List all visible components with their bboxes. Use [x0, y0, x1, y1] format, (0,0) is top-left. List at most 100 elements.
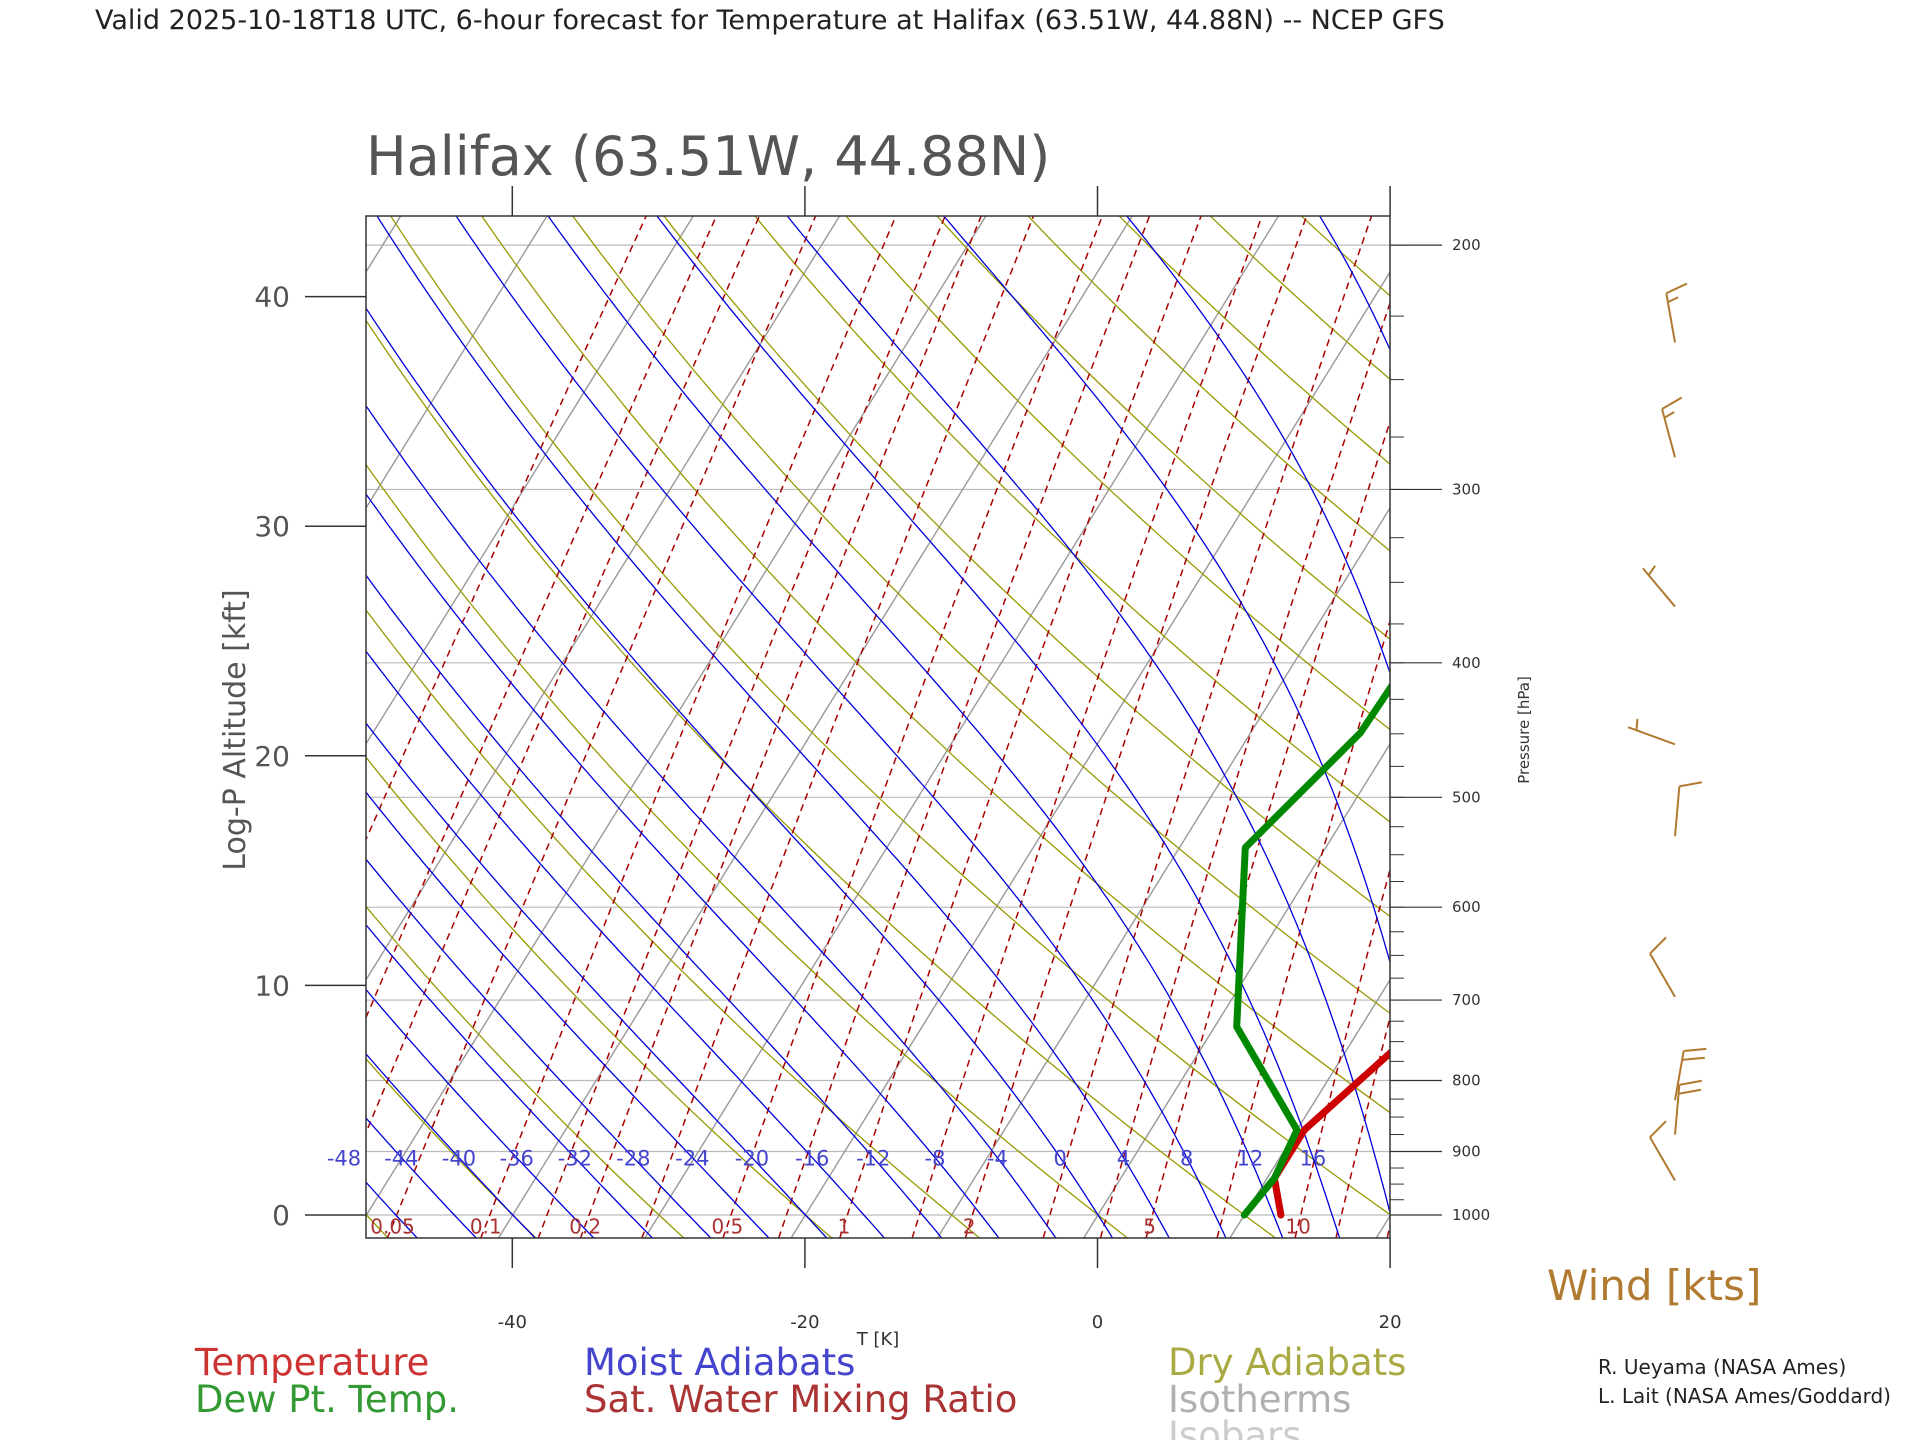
dry-adiabat-line: [366, 1213, 389, 1238]
chart-title: Valid 2025-10-18T18 UTC, 6-hour forecast…: [95, 5, 1445, 36]
isotherm-line: [1375, 1214, 1390, 1238]
x-axis-label: T [K]: [856, 1329, 900, 1350]
y-axis-label: Log-P Altitude [kft]: [218, 589, 253, 870]
mixing-ratio-line: [839, 216, 1202, 1238]
moist-adiabat-label: -32: [558, 1147, 592, 1171]
isotherm-line: [1229, 978, 1390, 1238]
mixing-ratio-line: [579, 216, 982, 1238]
moist-adiabat-line: [366, 988, 595, 1238]
moist-adiabat-label: -4: [987, 1147, 1008, 1171]
moist-adiabat-line: [366, 650, 886, 1238]
x-tick-label: -20: [790, 1312, 819, 1333]
mixing-ratio-line: [641, 216, 1035, 1238]
wind-barb: [1649, 936, 1676, 998]
mixing-ratio-line: [1145, 419, 1390, 1238]
legend-dewpoint: Dew Pt. Temp.: [195, 1378, 459, 1421]
dry-adiabat-line: [663, 216, 1390, 918]
mixing-ratio-line: [479, 216, 897, 1238]
inner-labels: -48 -44 -40 -36 -32 -28 -24 -20 -16 -12 -8 -4 0 4 8 12 1…: [327, 1147, 1326, 1239]
moist-adiabat-line: [376, 216, 1170, 1238]
pressure-tick-label: 400: [1452, 654, 1481, 672]
moist-adiabat-label: -12: [856, 1147, 890, 1171]
mixing-ratio-line: [1621, 182, 1859, 1261]
moist-adiabat-line: [786, 216, 1390, 1216]
pressure-tick-label: 700: [1452, 991, 1481, 1009]
dry-adiabat-line: [389, 216, 1390, 1216]
mixing-ratio-line: [1216, 618, 1390, 1238]
wind-barb: [1649, 1120, 1676, 1182]
dry-adiabat-line: [1027, 216, 1390, 552]
dry-adiabat-line: [1623, 182, 1920, 1261]
dry-adiabat-line: [366, 319, 1277, 1238]
moist-adiabat-label: 8: [1180, 1147, 1193, 1171]
wind-barb: [1674, 1079, 1702, 1135]
dry-adiabat-line: [1118, 216, 1390, 465]
legend-temperature: Temperature: [194, 1341, 429, 1384]
isotherm-line: [1082, 742, 1390, 1238]
dry-adiabat-line: [845, 216, 1390, 731]
y-tick-label: 30: [254, 510, 290, 543]
mixing-ratio-label: 0.5: [711, 1214, 743, 1238]
y-tick-label: 0: [272, 1199, 290, 1232]
wind-barb: [1661, 396, 1683, 458]
pressure-tick-label: 900: [1452, 1143, 1481, 1161]
isotherm-line: [366, 216, 548, 510]
legend-isobars: Isobars: [1168, 1414, 1301, 1440]
pressure-tick-label: 200: [1452, 236, 1481, 254]
moist-adiabat-line: [547, 216, 1284, 1238]
mixing-ratio-line: [366, 216, 718, 1020]
moist-adiabat-label: -40: [442, 1147, 476, 1171]
wind-barb: [1674, 1047, 1707, 1101]
mixing-ratio-label: 0.05: [370, 1214, 415, 1238]
dry-adiabat-line: [754, 216, 1390, 823]
legend-dry-adiabats: Dry Adiabats: [1168, 1341, 1406, 1384]
moist-adiabat-label: -44: [384, 1147, 418, 1171]
legend-moist-adiabats: Moist Adiabats: [584, 1341, 855, 1384]
mixing-ratio-line: [386, 216, 817, 1238]
moist-adiabat-line: [455, 216, 1227, 1238]
credit-1: R. Ueyama (NASA Ames): [1598, 1355, 1846, 1379]
wind-barbs: [1627, 282, 1707, 1182]
isotherm-line: [0, 182, 129, 1261]
moist-adiabat-line: [366, 858, 712, 1238]
isotherm-line: [790, 270, 1390, 1238]
isotherm-line: [366, 216, 987, 1218]
dry-adiabat-line: [480, 216, 1390, 1114]
moist-adiabat-line: [366, 307, 1114, 1238]
plot-frame: [365, 215, 1391, 1239]
isotherm-line: [497, 216, 1134, 1238]
pressure-tick-label: 1000: [1452, 1206, 1490, 1224]
mixing-ratio-label: 1: [838, 1214, 851, 1238]
pressure-tick-label: 500: [1452, 788, 1481, 806]
pressure-tick-label: 800: [1452, 1072, 1481, 1090]
mixing-ratio-line: [366, 216, 647, 842]
credit-2: L. Lait (NASA Ames/Goddard): [1598, 1384, 1891, 1408]
mixing-ratio-label: 10: [1285, 1214, 1310, 1238]
moist-adiabat-label: 12: [1237, 1147, 1264, 1171]
moist-adiabat-label: 0: [1054, 1147, 1067, 1171]
isotherm-line: [366, 216, 402, 274]
moist-adiabat-line: [942, 216, 1390, 965]
moist-adiabat-line: [366, 574, 943, 1238]
moist-adiabat-label: -20: [735, 1147, 769, 1171]
moist-adiabat-line: [366, 923, 654, 1238]
moist-adiabat-label: -48: [327, 1147, 361, 1171]
wind-barb: [1674, 781, 1702, 837]
mixing-ratio-label: 5: [1143, 1214, 1156, 1238]
mixing-ratio-label: 2: [963, 1214, 976, 1238]
isotherm-line: [936, 506, 1390, 1238]
legend-mixing-ratio: Sat. Water Mixing Ratio: [584, 1378, 1017, 1421]
mixing-ratio-line: [366, 216, 761, 1135]
isotherm-line: [1655, 182, 1920, 1261]
y-tick-label: 40: [254, 281, 290, 314]
dry-adiabat-line: [366, 905, 685, 1238]
moist-adiabat-label: -24: [675, 1147, 709, 1171]
isotherm-line: [1508, 182, 1920, 1261]
mixing-ratio-label: 0.1: [470, 1214, 502, 1238]
dry-adiabat-line: [1209, 216, 1390, 381]
dewpoint-profile-line: [1233, 682, 1390, 1219]
background-lines: [0, 182, 1920, 1261]
moist-adiabat-label: -36: [500, 1147, 534, 1171]
dry-adiabat-line: [1300, 216, 1390, 297]
